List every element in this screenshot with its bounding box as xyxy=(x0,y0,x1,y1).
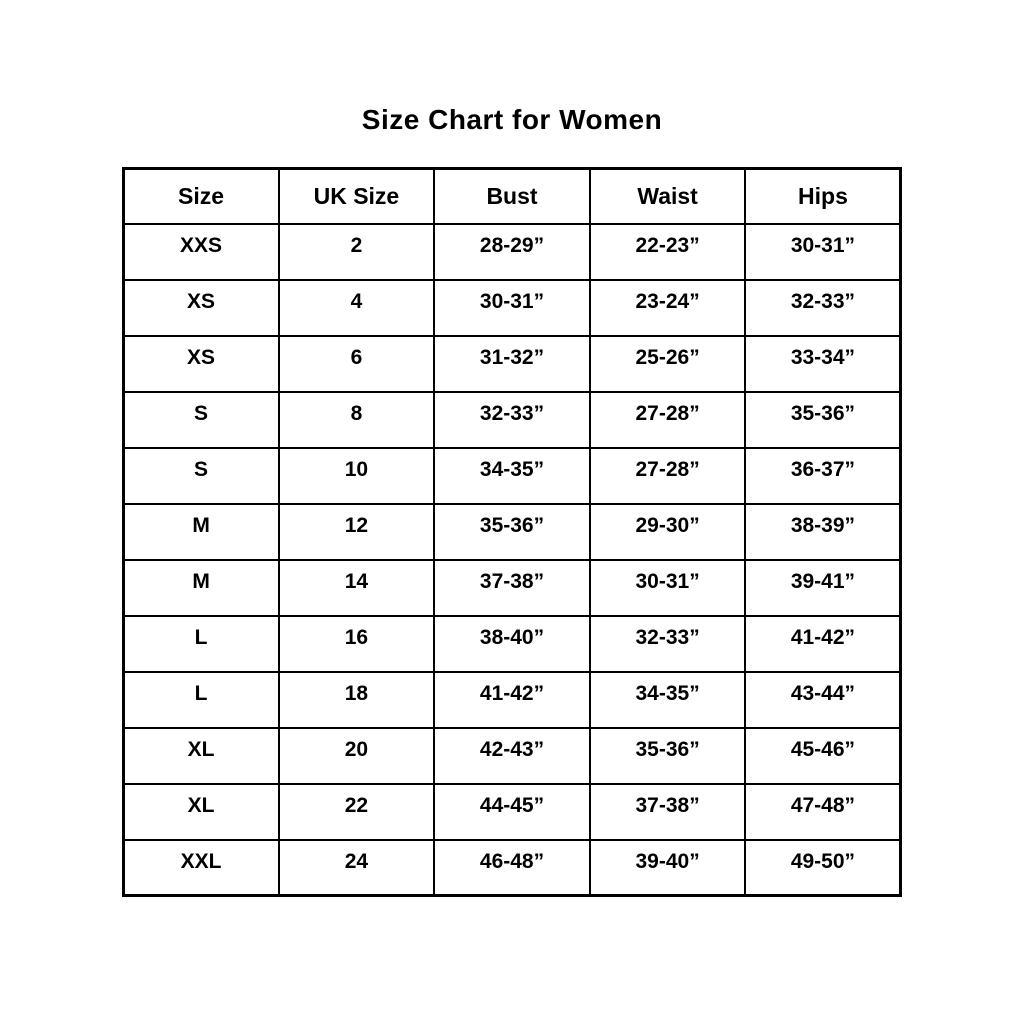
cell-hips: 47-48” xyxy=(744,782,902,841)
cell-waist: 29-30” xyxy=(588,502,747,561)
cell-size: M xyxy=(122,558,280,617)
table-row: XXS 2 28-29” 22-23” 30-31” xyxy=(122,222,902,281)
cell-uk-size: 12 xyxy=(277,502,436,561)
cell-bust: 38-40” xyxy=(433,614,591,673)
cell-hips: 39-41” xyxy=(744,558,902,617)
cell-size: XXS xyxy=(122,222,280,281)
cell-size: XL xyxy=(122,782,280,841)
table-header: Size UK Size Bust Waist Hips xyxy=(122,167,902,225)
cell-hips: 45-46” xyxy=(744,726,902,785)
table-row: M 12 35-36” 29-30” 38-39” xyxy=(122,502,902,561)
table-row: XL 20 42-43” 35-36” 45-46” xyxy=(122,726,902,785)
cell-waist: 39-40” xyxy=(588,838,747,897)
table-row: L 16 38-40” 32-33” 41-42” xyxy=(122,614,902,673)
cell-uk-size: 2 xyxy=(277,222,436,281)
cell-waist: 37-38” xyxy=(588,782,747,841)
cell-size: S xyxy=(122,446,280,505)
cell-uk-size: 18 xyxy=(277,670,436,729)
cell-uk-size: 10 xyxy=(277,446,436,505)
cell-waist: 32-33” xyxy=(588,614,747,673)
column-header-size: Size xyxy=(122,167,280,225)
cell-waist: 25-26” xyxy=(588,334,747,393)
column-header-uk-size: UK Size xyxy=(277,167,436,225)
size-chart-table: Size UK Size Bust Waist Hips XXS 2 28-29” 22-23… xyxy=(121,167,903,897)
table-row: XS 6 31-32” 25-26” 33-34” xyxy=(122,334,902,393)
cell-hips: 36-37” xyxy=(744,446,902,505)
table-row: XL 22 44-45” 37-38” 47-48” xyxy=(122,782,902,841)
cell-uk-size: 16 xyxy=(277,614,436,673)
cell-bust: 30-31” xyxy=(433,278,591,337)
cell-waist: 22-23” xyxy=(588,222,747,281)
cell-hips: 32-33” xyxy=(744,278,902,337)
cell-waist: 27-28” xyxy=(588,390,747,449)
cell-hips: 35-36” xyxy=(744,390,902,449)
cell-waist: 35-36” xyxy=(588,726,747,785)
cell-bust: 34-35” xyxy=(433,446,591,505)
column-header-hips: Hips xyxy=(744,167,902,225)
cell-bust: 42-43” xyxy=(433,726,591,785)
cell-size: XL xyxy=(122,726,280,785)
cell-hips: 43-44” xyxy=(744,670,902,729)
cell-uk-size: 8 xyxy=(277,390,436,449)
cell-uk-size: 24 xyxy=(277,838,436,897)
cell-hips: 41-42” xyxy=(744,614,902,673)
cell-bust: 37-38” xyxy=(433,558,591,617)
cell-bust: 32-33” xyxy=(433,390,591,449)
cell-bust: 35-36” xyxy=(433,502,591,561)
cell-uk-size: 6 xyxy=(277,334,436,393)
cell-uk-size: 22 xyxy=(277,782,436,841)
cell-bust: 44-45” xyxy=(433,782,591,841)
table-row: S 10 34-35” 27-28” 36-37” xyxy=(122,446,902,505)
table-row: XS 4 30-31” 23-24” 32-33” xyxy=(122,278,902,337)
cell-size: L xyxy=(122,670,280,729)
cell-size: M xyxy=(122,502,280,561)
cell-size: XS xyxy=(122,278,280,337)
table-row: S 8 32-33” 27-28” 35-36” xyxy=(122,390,902,449)
table-row: M 14 37-38” 30-31” 39-41” xyxy=(122,558,902,617)
column-header-waist: Waist xyxy=(588,167,747,225)
cell-bust: 31-32” xyxy=(433,334,591,393)
cell-waist: 27-28” xyxy=(588,446,747,505)
cell-bust: 28-29” xyxy=(433,222,591,281)
cell-waist: 30-31” xyxy=(588,558,747,617)
cell-waist: 34-35” xyxy=(588,670,747,729)
cell-size: XS xyxy=(122,334,280,393)
cell-hips: 33-34” xyxy=(744,334,902,393)
column-header-bust: Bust xyxy=(433,167,591,225)
table-row: L 18 41-42” 34-35” 43-44” xyxy=(122,670,902,729)
cell-size: L xyxy=(122,614,280,673)
cell-waist: 23-24” xyxy=(588,278,747,337)
cell-bust: 41-42” xyxy=(433,670,591,729)
cell-hips: 49-50” xyxy=(744,838,902,897)
table-row: XXL 24 46-48” 39-40” 49-50” xyxy=(122,838,902,897)
cell-uk-size: 4 xyxy=(277,278,436,337)
table-body: XXS 2 28-29” 22-23” 30-31” XS 4 30-31” 23-24” 32-… xyxy=(122,222,902,897)
cell-uk-size: 20 xyxy=(277,726,436,785)
header-row: Size UK Size Bust Waist Hips xyxy=(122,167,902,225)
cell-hips: 30-31” xyxy=(744,222,902,281)
cell-size: XXL xyxy=(122,838,280,897)
cell-size: S xyxy=(122,390,280,449)
cell-bust: 46-48” xyxy=(433,838,591,897)
cell-uk-size: 14 xyxy=(277,558,436,617)
page-title: Size Chart for Women xyxy=(361,104,663,135)
cell-hips: 38-39” xyxy=(744,502,902,561)
